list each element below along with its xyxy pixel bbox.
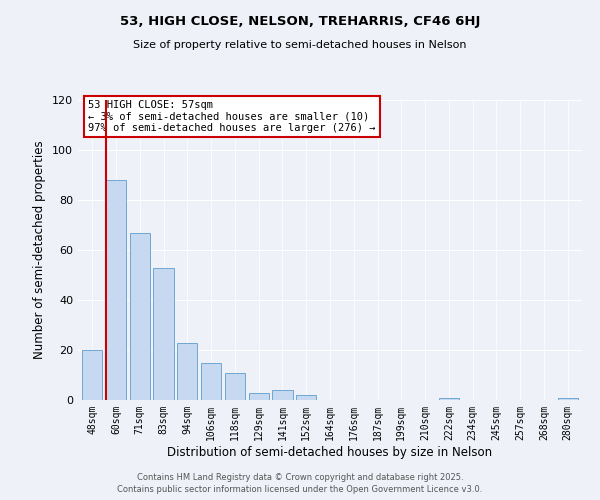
- Bar: [248, 392, 269, 400]
- Bar: [177, 342, 197, 400]
- Bar: [106, 180, 126, 400]
- Bar: [130, 232, 150, 400]
- Bar: [557, 398, 578, 400]
- Bar: [272, 390, 293, 400]
- Bar: [154, 268, 173, 400]
- Text: 53, HIGH CLOSE, NELSON, TREHARRIS, CF46 6HJ: 53, HIGH CLOSE, NELSON, TREHARRIS, CF46 …: [120, 15, 480, 28]
- Bar: [201, 362, 221, 400]
- Bar: [82, 350, 103, 400]
- Y-axis label: Number of semi-detached properties: Number of semi-detached properties: [34, 140, 46, 360]
- Text: Contains public sector information licensed under the Open Government Licence v3: Contains public sector information licen…: [118, 485, 482, 494]
- Bar: [439, 398, 459, 400]
- Text: Size of property relative to semi-detached houses in Nelson: Size of property relative to semi-detach…: [133, 40, 467, 50]
- Bar: [296, 395, 316, 400]
- Text: 53 HIGH CLOSE: 57sqm
← 3% of semi-detached houses are smaller (10)
97% of semi-d: 53 HIGH CLOSE: 57sqm ← 3% of semi-detach…: [88, 100, 376, 133]
- Text: Contains HM Land Registry data © Crown copyright and database right 2025.: Contains HM Land Registry data © Crown c…: [137, 472, 463, 482]
- X-axis label: Distribution of semi-detached houses by size in Nelson: Distribution of semi-detached houses by …: [167, 446, 493, 458]
- Bar: [225, 372, 245, 400]
